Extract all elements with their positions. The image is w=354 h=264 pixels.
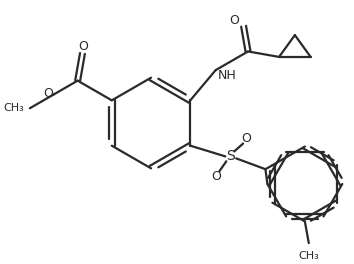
Text: CH₃: CH₃ xyxy=(298,251,319,261)
Text: NH: NH xyxy=(218,69,236,82)
Text: O: O xyxy=(212,169,221,183)
Text: O: O xyxy=(241,132,251,145)
Text: O: O xyxy=(43,87,53,100)
Text: S: S xyxy=(226,149,235,163)
Text: CH₃: CH₃ xyxy=(3,103,24,113)
Text: O: O xyxy=(79,40,88,53)
Text: O: O xyxy=(229,14,239,27)
